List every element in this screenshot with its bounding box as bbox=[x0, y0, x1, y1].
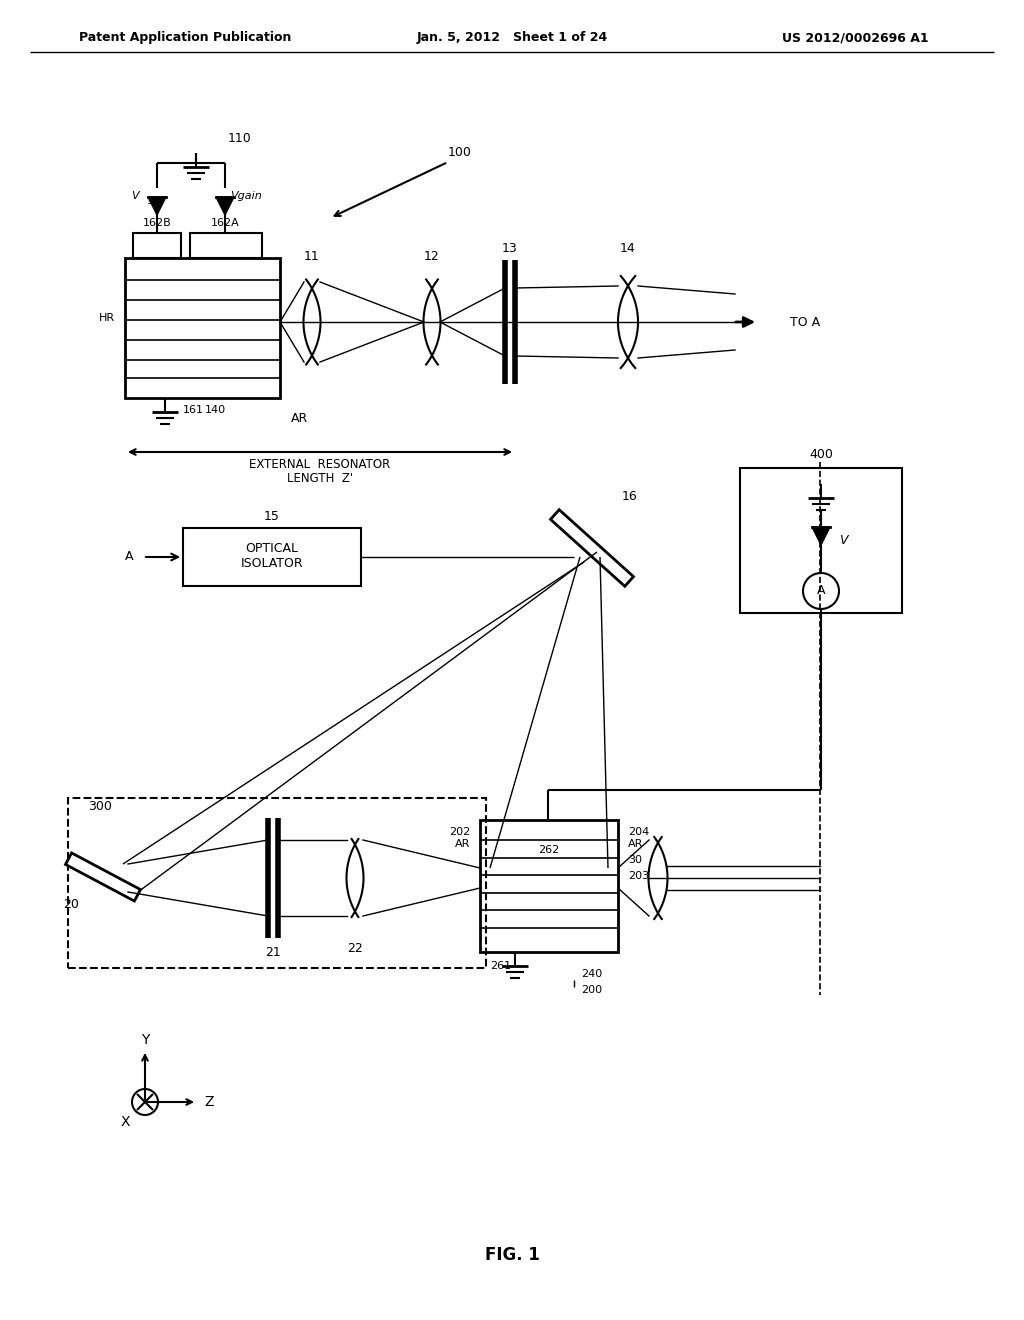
Text: Y: Y bbox=[141, 1034, 150, 1047]
Text: 240: 240 bbox=[581, 969, 602, 979]
Text: A: A bbox=[817, 585, 825, 598]
Text: 100: 100 bbox=[449, 145, 472, 158]
Text: A: A bbox=[125, 550, 133, 564]
Polygon shape bbox=[148, 197, 166, 215]
Text: 12: 12 bbox=[424, 251, 440, 264]
Text: 22: 22 bbox=[347, 941, 362, 954]
Bar bbox=[190, 234, 262, 257]
Bar bbox=[183, 528, 361, 586]
Text: 21: 21 bbox=[265, 945, 281, 958]
Text: 202: 202 bbox=[449, 828, 470, 837]
Text: US 2012/0002696 A1: US 2012/0002696 A1 bbox=[781, 32, 929, 45]
Text: EXTERNAL  RESONATOR: EXTERNAL RESONATOR bbox=[250, 458, 390, 471]
Text: AR: AR bbox=[628, 840, 643, 849]
Bar bbox=[480, 820, 618, 952]
Text: TO A: TO A bbox=[790, 315, 820, 329]
Text: 16: 16 bbox=[623, 490, 638, 503]
Text: 261: 261 bbox=[490, 961, 511, 972]
Text: AR: AR bbox=[455, 840, 470, 849]
Text: V: V bbox=[839, 535, 848, 548]
Text: X: X bbox=[120, 1115, 130, 1129]
Text: Vgain: Vgain bbox=[230, 191, 262, 201]
Polygon shape bbox=[812, 527, 830, 545]
Text: 13: 13 bbox=[502, 242, 518, 255]
Text: Z: Z bbox=[204, 1096, 214, 1109]
Text: 262: 262 bbox=[539, 845, 560, 855]
Text: 110: 110 bbox=[228, 132, 252, 144]
Text: LENGTH  Z': LENGTH Z' bbox=[287, 471, 353, 484]
Circle shape bbox=[803, 573, 839, 609]
Text: 20: 20 bbox=[63, 899, 79, 912]
Text: Patent Application Publication: Patent Application Publication bbox=[79, 32, 291, 45]
Text: V: V bbox=[131, 191, 139, 201]
Text: HR: HR bbox=[99, 313, 115, 323]
Text: sa: sa bbox=[148, 197, 158, 206]
Text: AR: AR bbox=[292, 412, 308, 425]
Bar bbox=[133, 234, 181, 257]
Bar bbox=[68, 799, 486, 968]
Text: 204: 204 bbox=[628, 828, 649, 837]
Circle shape bbox=[132, 1089, 158, 1115]
Text: 30: 30 bbox=[628, 855, 642, 865]
Text: 162B: 162B bbox=[142, 218, 171, 228]
Text: 203: 203 bbox=[628, 871, 649, 880]
Text: Jan. 5, 2012   Sheet 1 of 24: Jan. 5, 2012 Sheet 1 of 24 bbox=[417, 32, 607, 45]
Polygon shape bbox=[551, 510, 634, 586]
Text: 400: 400 bbox=[809, 447, 833, 461]
Text: FIG. 1: FIG. 1 bbox=[484, 1246, 540, 1265]
Polygon shape bbox=[216, 197, 234, 215]
Bar bbox=[740, 469, 902, 612]
Text: 162A: 162A bbox=[211, 218, 240, 228]
Polygon shape bbox=[66, 853, 140, 902]
Text: 15: 15 bbox=[264, 510, 280, 523]
Text: 11: 11 bbox=[304, 251, 319, 264]
Bar bbox=[125, 257, 280, 399]
Text: OPTICAL
ISOLATOR: OPTICAL ISOLATOR bbox=[241, 543, 303, 570]
Text: 300: 300 bbox=[88, 800, 112, 813]
Text: 161: 161 bbox=[183, 405, 204, 414]
Text: 14: 14 bbox=[621, 242, 636, 255]
Text: 140: 140 bbox=[205, 405, 226, 414]
Text: 200: 200 bbox=[581, 985, 602, 995]
